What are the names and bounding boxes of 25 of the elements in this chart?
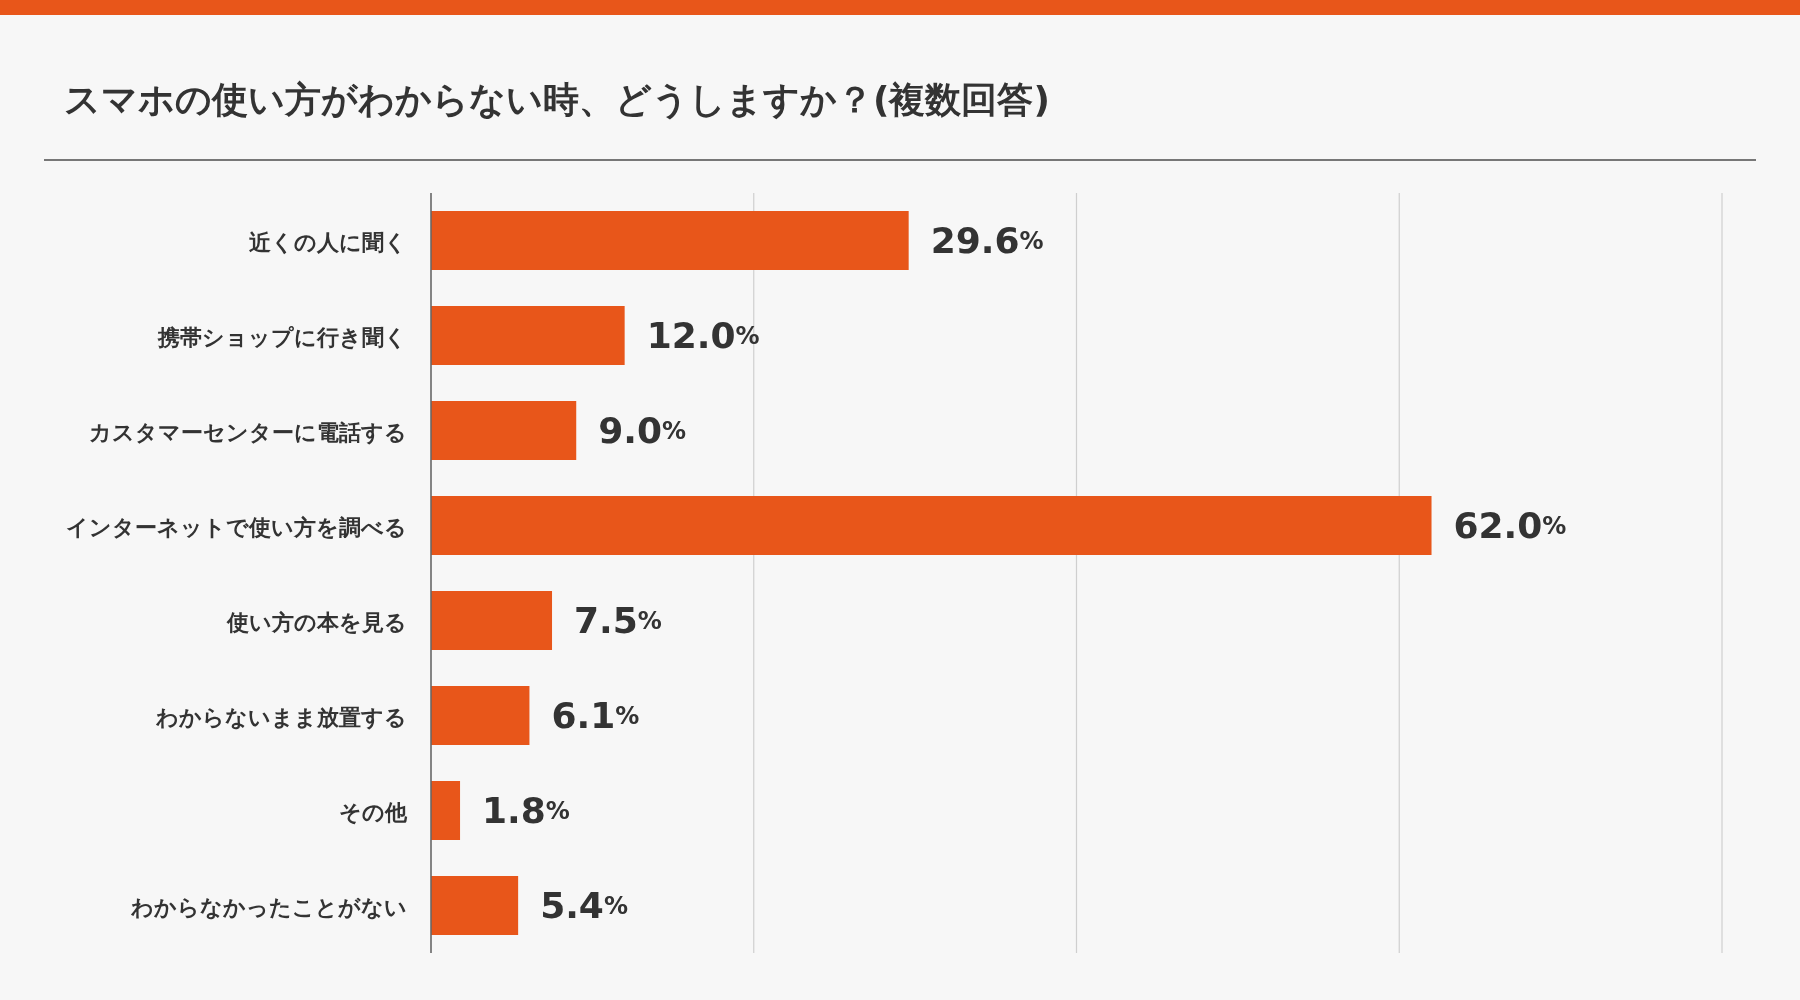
- bar: [431, 591, 553, 651]
- data-label: 12.0%: [646, 315, 760, 357]
- y-tick-label: インターネットで使い方を調べる: [66, 515, 407, 540]
- data-label: 1.8%: [482, 790, 570, 832]
- data-label: 7.5%: [574, 600, 662, 642]
- bar: [431, 401, 577, 461]
- y-tick-label: カスタマーセンターに電話する: [89, 420, 407, 445]
- y-tick-label: わからなかったことがない: [130, 895, 407, 920]
- y-tick-label: 使い方の本を見る: [226, 610, 407, 635]
- y-tick-label: わからないまま放置する: [155, 705, 407, 730]
- data-label: 62.0%: [1453, 505, 1567, 547]
- y-tick-label: 携帯ショップに行き聞く: [157, 325, 407, 350]
- data-label: 6.1%: [551, 695, 640, 737]
- data-label: 9.0%: [598, 410, 687, 452]
- bar: [431, 781, 461, 841]
- bar: [431, 306, 625, 366]
- y-tick-label: その他: [339, 800, 408, 825]
- bar: [431, 686, 530, 746]
- data-label: 5.4%: [540, 885, 628, 927]
- bar: [431, 876, 519, 936]
- bar: [431, 211, 909, 271]
- bar: [431, 496, 1432, 556]
- data-label: 29.6%: [930, 220, 1044, 262]
- y-tick-label: 近くの人に聞く: [248, 230, 407, 255]
- chart-title: スマホの使い方がわからない時、どうしますか？(複数回答): [64, 78, 1050, 122]
